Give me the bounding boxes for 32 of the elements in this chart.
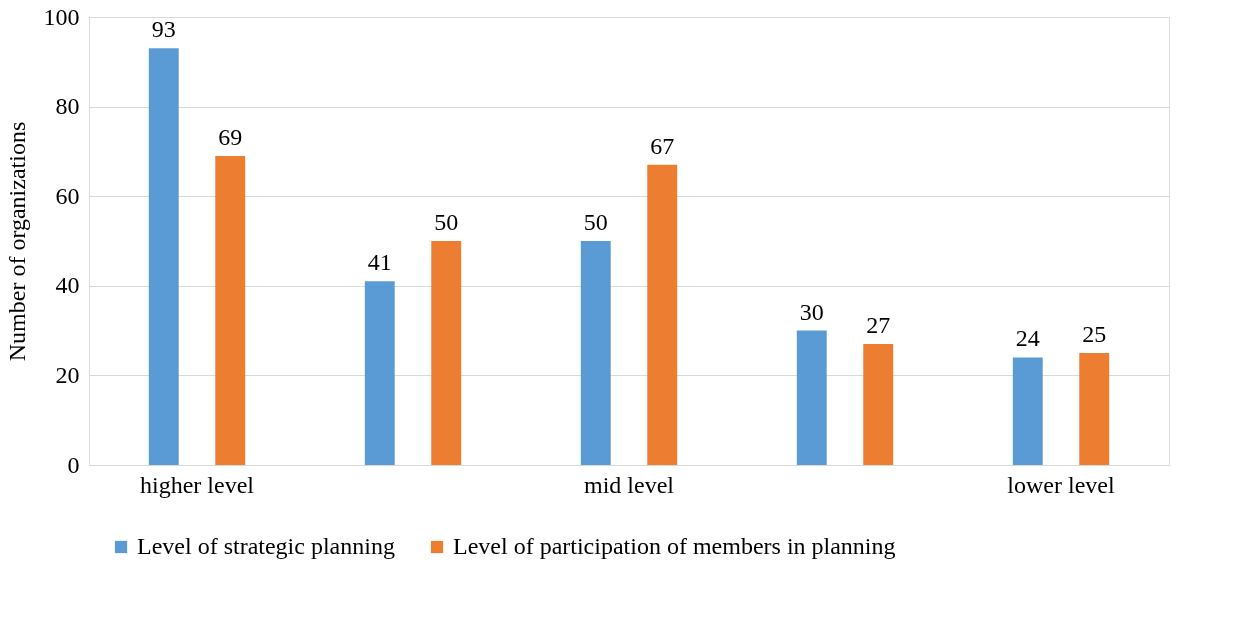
data-label: 50 — [583, 209, 608, 235]
data-label: 27 — [866, 312, 891, 339]
bar — [1079, 353, 1110, 465]
x-tick-label: higher level — [140, 471, 255, 498]
data-label: 93 — [151, 16, 176, 43]
legend-label: Level of participation of members in planning — [453, 533, 896, 559]
data-label: 50 — [434, 209, 459, 235]
data-label: 69 — [218, 123, 243, 150]
bar — [1012, 357, 1043, 465]
data-label: 30 — [799, 298, 824, 325]
data-label: 24 — [1015, 325, 1040, 352]
x-tick-label: mid level — [584, 471, 675, 498]
y-tick-label: 80 — [55, 93, 80, 120]
y-axis-title: Number of organizations — [3, 121, 30, 362]
y-tick-label: 40 — [55, 272, 80, 299]
y-tick-label: 60 — [55, 182, 80, 209]
data-label: 67 — [650, 132, 675, 159]
bar — [215, 155, 246, 465]
data-label: 25 — [1082, 321, 1107, 347]
bar — [431, 241, 462, 465]
bar — [796, 330, 827, 465]
data-label: 41 — [367, 249, 392, 276]
y-tick-label: 20 — [55, 361, 80, 388]
bar — [148, 48, 179, 465]
y-tick-label: 0 — [67, 451, 80, 478]
bar — [580, 241, 611, 465]
bar — [647, 164, 678, 465]
legend-label: Level of strategic planning — [137, 533, 395, 559]
x-tick-label: lower level — [1007, 471, 1115, 498]
bar — [863, 344, 894, 465]
bar — [364, 281, 395, 465]
y-tick-label: 100 — [43, 3, 80, 30]
